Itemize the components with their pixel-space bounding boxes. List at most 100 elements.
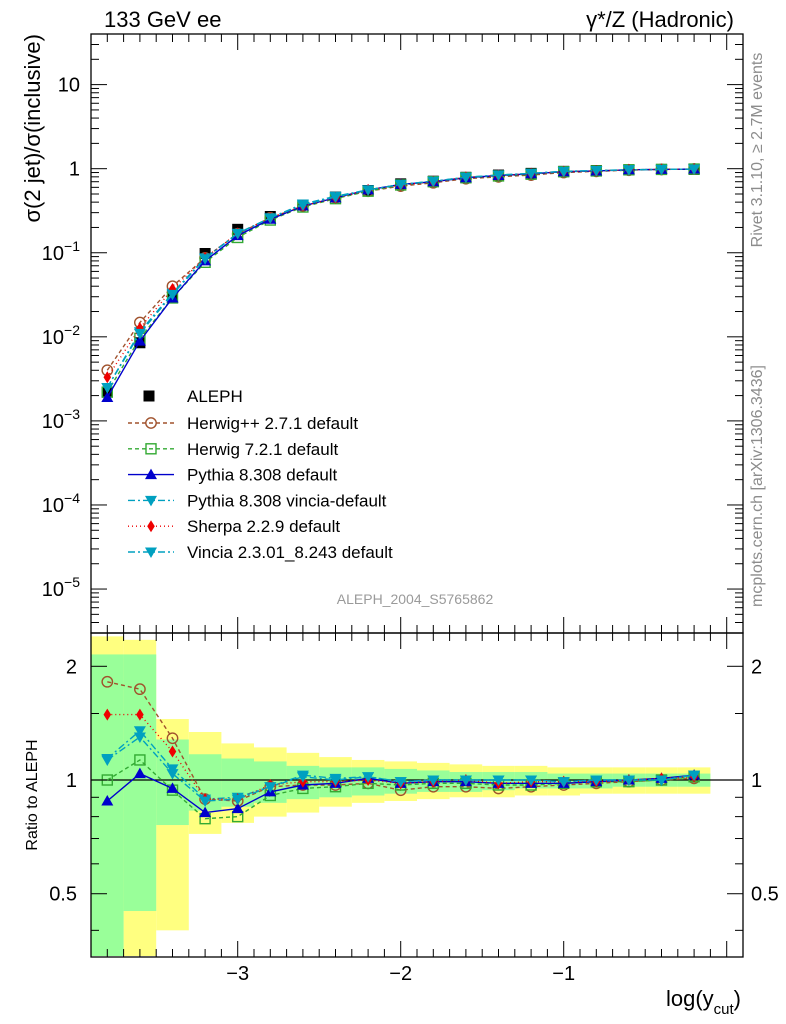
ratio-series-marker: [101, 794, 114, 806]
legend-marker: [143, 390, 155, 402]
x-tick-label: −3: [226, 963, 249, 985]
legend-marker: [145, 417, 157, 429]
y-tick-label: 10−1: [42, 238, 80, 265]
main-series-marker: [557, 166, 570, 178]
ratio-series-marker: [168, 745, 177, 758]
ratio-series-marker: [101, 675, 114, 688]
main-y-axis-title: σ(2 jet)/σ(inclusive): [20, 34, 45, 223]
ratio-series-marker: [329, 775, 342, 787]
ratio-y-tick-label-left: 0.5: [49, 884, 77, 906]
ratio-series-marker: [166, 769, 179, 780]
ratio-series-marker: [525, 775, 538, 787]
ratio-series-marker: [296, 772, 309, 783]
ratio-series-marker: [362, 772, 375, 783]
ratio-series-marker: [492, 775, 505, 787]
ratio-series-marker: [136, 708, 144, 721]
mcplots-label: mcplots.cern.ch [arXiv:1306.3436]: [749, 365, 766, 607]
legend-marker: [145, 495, 157, 507]
ratio-uncertainty-bands: [91, 636, 743, 956]
legend-label: Vincia 2.3.01_8.243 default: [187, 543, 393, 562]
y-tick-label: 10−5: [42, 574, 80, 601]
legend-label: Herwig 7.2.1 default: [187, 440, 338, 459]
header-right-label: γ*/Z (Hadronic): [586, 7, 734, 32]
main-series-marker: [492, 170, 505, 182]
y-tick-base: 10: [42, 579, 64, 601]
main-series-marker: [166, 289, 179, 301]
main-series-line: [106, 168, 695, 388]
ratio-series-marker: [590, 775, 603, 787]
main-series-marker: [459, 172, 472, 184]
y-tick-label: 10: [58, 75, 80, 97]
main-series-marker: [103, 371, 112, 384]
main-series-marker: [590, 166, 603, 177]
ratio-series-marker: [166, 782, 179, 793]
ratio-series-marker: [655, 775, 668, 787]
main-series-marker: [362, 185, 375, 196]
main-series-marker: [101, 382, 114, 394]
y-tick-exponent: −4: [64, 490, 80, 506]
ratio-series-marker: [199, 806, 212, 818]
legend-label: ALEPH: [187, 387, 243, 406]
ratio-y-axis-title: Ratio to ALEPH: [24, 739, 41, 850]
y-tick-label: 10−2: [42, 322, 80, 349]
x-axis-title-close: ): [734, 986, 741, 1011]
y-tick-base: 10: [42, 243, 64, 265]
ratio-series-marker: [133, 732, 146, 743]
x-axis-title-sub: cut: [714, 1001, 735, 1018]
main-series-line: [106, 168, 695, 393]
legend-marker: [147, 520, 155, 533]
data-series: [101, 163, 701, 825]
main-series-marker: [688, 164, 701, 176]
legend: ALEPH Herwig++ 2.7.1 default Herwig 7.2.1 …: [128, 387, 393, 562]
ratio-y-tick-label-right: 2: [751, 656, 762, 678]
ratio-series-marker: [101, 755, 114, 766]
ratio-series-marker: [427, 775, 440, 787]
y-tick-exponent: −1: [64, 238, 80, 254]
ratio-series-marker: [264, 782, 277, 793]
y-tick-label: 1: [69, 159, 80, 181]
ratio-series-marker: [166, 732, 179, 745]
x-tick-label: −1: [552, 963, 575, 985]
ratio-y-tick-label-left: 2: [66, 656, 77, 678]
main-series-line: [106, 168, 695, 398]
y-tick-base: 1: [69, 159, 80, 181]
rivet-version-label: Rivet 3.1.10, ≥ 2.7M events: [749, 53, 766, 248]
legend-label: Herwig++ 2.7.1 default: [187, 414, 358, 433]
main-series-marker: [525, 168, 538, 180]
header-left-label: 133 GeV ee: [104, 7, 221, 32]
legend-label: Pythia 8.308 default: [187, 466, 338, 485]
y-tick-exponent: −3: [64, 406, 80, 422]
main-series-marker: [133, 335, 146, 346]
main-series-marker: [264, 213, 277, 224]
y-tick-base: 10: [42, 411, 64, 433]
main-series-line: [106, 168, 695, 371]
main-series-marker: [231, 228, 244, 240]
ratio-series-marker: [394, 777, 407, 788]
main-series-marker: [133, 328, 146, 340]
ratio-series-marker: [231, 802, 244, 814]
main-series-marker: [394, 179, 407, 191]
ratio-series-line: [106, 759, 695, 820]
x-axis-title-main: log(y: [666, 986, 714, 1011]
ratio-y-tick-label-right: 0.5: [751, 884, 779, 906]
main-series-marker: [427, 176, 440, 188]
ratio-series-marker: [133, 726, 146, 737]
main-series-marker: [101, 391, 114, 402]
ratio-y-tick-label-left: 1: [66, 770, 77, 792]
ratio-series-marker: [133, 767, 146, 779]
legend-label: Sherpa 2.2.9 default: [187, 517, 340, 536]
main-series-marker: [655, 164, 668, 176]
x-axis-title: log(ycut): [666, 986, 741, 1018]
x-tick-label: −2: [389, 963, 412, 985]
main-series-line: [106, 168, 695, 388]
legend-marker: [145, 547, 157, 558]
ratio-series-marker: [231, 794, 244, 806]
ratio-series-marker: [199, 796, 212, 807]
y-tick-label: 10−3: [42, 406, 80, 433]
ratio-series-marker: [133, 683, 146, 696]
y-tick-base: 10: [42, 327, 64, 349]
ratio-series-marker: [134, 754, 146, 766]
ratio-series-marker: [557, 777, 570, 788]
ratio-series-marker: [622, 775, 635, 787]
